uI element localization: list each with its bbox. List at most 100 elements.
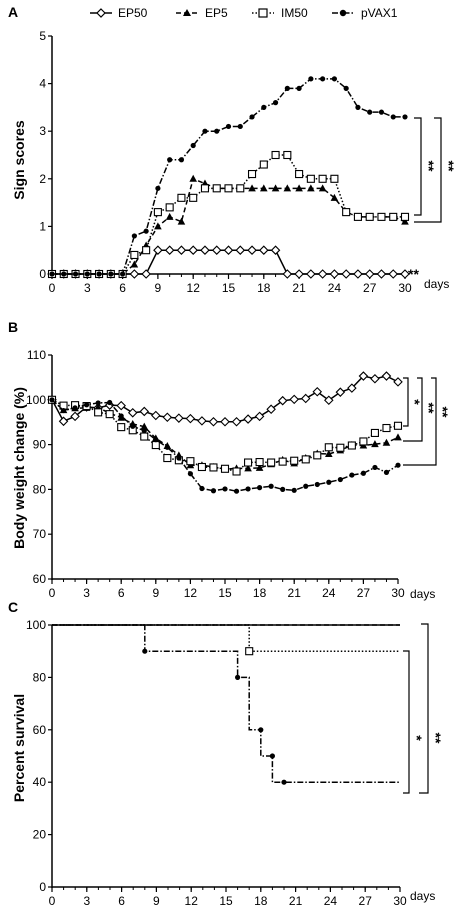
panel-a-point-pvax1 — [343, 85, 349, 91]
panel-a-point-pvax1 — [214, 128, 220, 134]
panel-a-xtick-label: 21 — [292, 281, 306, 295]
panel-a-point-ep50 — [188, 245, 198, 255]
panel-a-xtick-label: 30 — [398, 281, 412, 295]
panel-b-xtick-label: 6 — [118, 586, 125, 600]
panel-a-point-ep5 — [165, 212, 174, 220]
panel-c-ytick-label: 80 — [33, 670, 47, 684]
panel-a-point-im50 — [200, 184, 210, 193]
panel-a-point-im50 — [165, 203, 174, 212]
panel-c-series — [52, 624, 400, 785]
panel-a-point-im50 — [306, 174, 315, 183]
panel-b-point-pvax1 — [245, 486, 251, 492]
panel-b-bracket-3 — [403, 377, 437, 466]
panel-a-point-ep5 — [330, 193, 339, 201]
panel-b-point-pvax1 — [176, 455, 182, 461]
panel-a-point-im50 — [365, 212, 374, 221]
panel-a-ytick-label: 2 — [39, 172, 46, 186]
panel-b-point-ep50 — [370, 373, 380, 384]
panel-c-xtick-label: 30 — [393, 894, 407, 908]
panel-a-point-im50 — [247, 169, 257, 179]
panel-a-point-im50 — [330, 174, 339, 183]
panel-a-point-im50 — [153, 208, 162, 217]
legend-marker-ep50 — [96, 8, 106, 18]
panel-b-sig-2: ** — [421, 403, 437, 414]
panel-a-point-pvax1 — [155, 185, 161, 191]
panel-c-bracket-1 — [403, 650, 410, 794]
panel-b-series — [47, 371, 403, 494]
panel-b-xtick-label: 15 — [218, 586, 232, 600]
panel-b-point-ep50 — [289, 394, 299, 405]
legend-item-ep50: EP50 — [90, 6, 148, 20]
panel-a-bracket-1 — [414, 117, 422, 216]
panel-a-point-ep50 — [282, 269, 293, 279]
panel-a-point-pvax1 — [390, 114, 396, 120]
panel-c-xtick-label: 15 — [219, 894, 233, 908]
panel-a-point-pvax1 — [120, 271, 126, 277]
panel-a-point-ep50 — [341, 269, 351, 279]
legend-label-ep5: EP5 — [205, 6, 228, 20]
panel-b-point-im50 — [209, 463, 218, 472]
panel-b-ytick-label: 70 — [33, 527, 47, 541]
panel-a-point-pvax1 — [355, 104, 361, 110]
panel-b-point-im50 — [382, 423, 391, 433]
panel-b-point-pvax1 — [349, 472, 355, 478]
panel-b-point-pvax1 — [95, 400, 101, 406]
panel-a-series-line-ep5 — [52, 177, 406, 275]
panel-b-bracket-2 — [403, 377, 423, 442]
panel-b-point-ep50 — [300, 393, 311, 404]
panel-b-point-pvax1 — [233, 488, 240, 494]
panel-c-xtick-label: 18 — [254, 894, 268, 908]
panel-a-point-pvax1 — [367, 109, 373, 115]
panel-b-xtick-label: 24 — [322, 586, 336, 600]
panel-a-point-im50 — [130, 250, 139, 260]
panel-a-point-pvax1 — [284, 85, 290, 91]
panel-a-point-im50 — [177, 193, 186, 202]
panel-c-bracket-2 — [419, 623, 429, 794]
legend: EP50 EP5 IM50 pVAX1 — [90, 6, 398, 20]
panel-b-point-im50 — [244, 458, 253, 467]
panel-b-point-ep50 — [277, 395, 288, 406]
panel-b-point-ep5 — [255, 463, 264, 471]
panel-b-point-ep50 — [139, 406, 150, 417]
panel-b-point-im50 — [301, 455, 310, 464]
panel-a-point-im50 — [142, 246, 151, 255]
panel-b-point-ep50 — [58, 416, 69, 427]
panel-a-ytick-label: 0 — [39, 267, 46, 281]
panel-c-point-pvax1 — [258, 727, 264, 733]
panel-a-point-im50 — [283, 150, 292, 160]
panel-b-point-im50 — [220, 464, 230, 473]
panel-a-point-ep50 — [294, 269, 304, 279]
panel-a-point-ep5 — [401, 217, 409, 225]
panel-a-point-ep5 — [177, 217, 186, 225]
panel-a-point-ep50 — [223, 245, 234, 255]
panel-b-point-pvax1 — [360, 470, 366, 476]
panel-a-point-ep50 — [164, 245, 175, 255]
panel-b-series-line-ep5 — [51, 399, 399, 470]
panel-b-point-pvax1 — [187, 471, 193, 477]
panel-b-point-pvax1 — [130, 423, 136, 429]
panel-b-ytick-label: 60 — [33, 572, 47, 586]
panel-b-point-ep50 — [243, 414, 253, 424]
panel-a-point-ep5 — [130, 260, 139, 268]
panel-a-point-im50 — [353, 212, 362, 221]
panel-a-point-ep50 — [129, 269, 140, 279]
panel-b-point-im50 — [336, 443, 345, 452]
panel-b-point-ep50 — [162, 412, 173, 423]
panel-b-xunit: days — [410, 587, 435, 601]
panel-b-point-im50 — [140, 432, 149, 441]
panel-a-point-ep5 — [295, 184, 303, 192]
panel-b-point-ep50 — [393, 377, 403, 387]
panel-b-point-ep5 — [325, 450, 333, 458]
panel-b-point-pvax1 — [372, 464, 378, 471]
panel-a-ytick-label: 3 — [39, 124, 46, 138]
panel-c-point-pvax1 — [281, 779, 287, 785]
panel-a-point-pvax1 — [72, 271, 79, 277]
panel-b-point-pvax1 — [268, 483, 274, 489]
panel-c-series-line-pvax1 — [52, 624, 400, 783]
panel-a-point-ep5 — [260, 184, 268, 192]
panel-b-point-pvax1 — [326, 479, 332, 485]
panel-a-xtick-label: 3 — [84, 281, 91, 295]
panel-c-xtick-label: 27 — [359, 894, 373, 908]
